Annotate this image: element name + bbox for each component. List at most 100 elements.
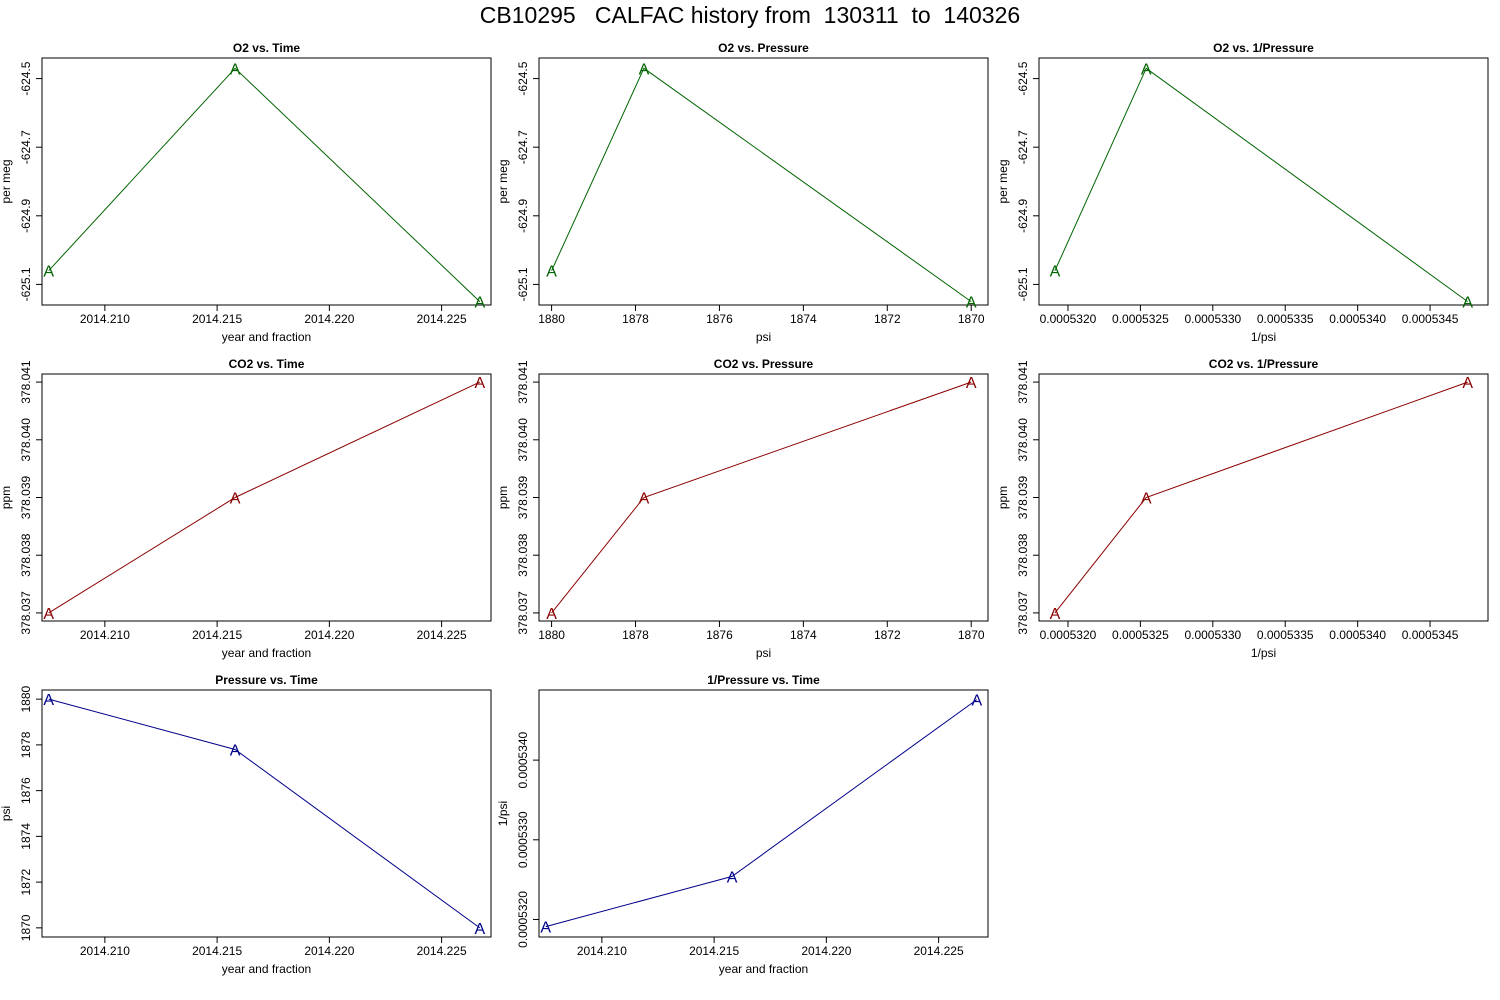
- panel-3-series-line: [1054, 67, 1468, 303]
- panel-3-ytick-label: -624.7: [1016, 130, 1030, 164]
- panel-4-ytick-label: 378.038: [19, 533, 33, 577]
- panel-6-title: CO2 vs. 1/Pressure: [1209, 357, 1319, 371]
- panel-5: CO2 vs. Pressure 1880 1878 1876 1874 1872 1870…: [496, 357, 989, 660]
- panel-1-ytick-label: -625.1: [19, 267, 33, 301]
- panel-1-title: O2 vs. Time: [233, 41, 300, 55]
- panel-3-xtick-label: 0.0005340: [1329, 312, 1386, 326]
- panel-7-ytick-label: 1870: [19, 914, 33, 941]
- panel-7-point-marker: A: [43, 692, 54, 709]
- panel-3-ytick-label: -624.5: [1016, 61, 1030, 95]
- panel-7-point-marker: A: [230, 742, 241, 759]
- panel-3-point-marker: A: [1050, 264, 1061, 281]
- panel-1-frame: [41, 57, 492, 306]
- panel-5-ytick-label: 378.041: [516, 360, 530, 404]
- panel-5-xtick-label: 1880: [538, 628, 565, 642]
- panel-1: O2 vs. Time 2014.210 2014.215 2014.220 2014.…: [0, 41, 492, 344]
- panel-2-frame: [538, 57, 989, 306]
- panel-6-point-marker: A: [1050, 606, 1061, 623]
- panel-6: CO2 vs. 1/Pressure 0.0005320 0.0005325 0.00…: [996, 357, 1489, 660]
- panel-5-ytick-label: 378.038: [516, 533, 530, 577]
- panel-7: Pressure vs. Time 2014.210 2014.215 2014.22…: [0, 673, 492, 976]
- panel-6-ytick-label: 378.038: [1016, 533, 1030, 577]
- panel-5-xtick-label: 1872: [874, 628, 901, 642]
- panel-3-ylabel: per meg: [996, 159, 1010, 203]
- panel-8-ytick-label: 0.0005320: [516, 891, 530, 948]
- panel-1-point-marker: A: [474, 295, 485, 312]
- panel-6-ytick-label: 378.041: [1016, 360, 1030, 404]
- panel-2-ytick-label: -624.7: [516, 130, 530, 164]
- panel-7-point-marker: A: [474, 921, 485, 938]
- panel-3-frame: [1038, 57, 1489, 306]
- panel-6-point-marker: A: [1141, 491, 1152, 508]
- panel-4-point-marker: A: [230, 491, 241, 508]
- panel-5-xlabel: psi: [756, 646, 771, 660]
- panel-7-ytick-label: 1880: [19, 685, 33, 712]
- panel-1-point-marker: A: [43, 264, 54, 281]
- panel-1-xtick-label: 2014.225: [417, 312, 467, 326]
- panel-3-xlabel: 1/psi: [1251, 330, 1276, 344]
- panel-5-xtick-label: 1878: [622, 628, 649, 642]
- panel-7-ytick-label: 1876: [19, 777, 33, 804]
- panel-2-xtick-label: 1874: [790, 312, 817, 326]
- panel-7-title: Pressure vs. Time: [215, 673, 318, 687]
- panel-7-ytick-label: 1872: [19, 868, 33, 895]
- panel-6-ytick-label: 378.040: [1016, 418, 1030, 462]
- panel-8-xtick-label: 2014.225: [914, 944, 964, 958]
- panel-4-ylabel: ppm: [0, 486, 13, 509]
- panel-4-series-line: [48, 381, 481, 614]
- panel-3-title: O2 vs. 1/Pressure: [1213, 41, 1314, 55]
- panel-5-xtick-label: 1876: [706, 628, 733, 642]
- panel-6-xtick-label: 0.0005330: [1184, 628, 1241, 642]
- panel-2-point-marker: A: [546, 264, 557, 281]
- panel-6-xlabel: 1/psi: [1251, 646, 1276, 660]
- panel-7-xtick-label: 2014.215: [192, 944, 242, 958]
- panel-3: O2 vs. 1/Pressure 0.0005320 0.0005325 0.000…: [996, 41, 1489, 344]
- panel-5-xtick-label: 1870: [958, 628, 985, 642]
- panel-1-xtick-label: 2014.220: [304, 312, 354, 326]
- panel-1-ytick-label: -624.7: [19, 130, 33, 164]
- panel-6-xtick-label: 0.0005320: [1040, 628, 1097, 642]
- panel-3-xtick-label: 0.0005325: [1112, 312, 1169, 326]
- panel-2-ylabel: per meg: [496, 159, 510, 203]
- panel-2-xlabel: psi: [756, 330, 771, 344]
- panel-5-ytick-label: 378.037: [516, 591, 530, 635]
- panel-7-xlabel: year and fraction: [222, 962, 311, 976]
- panel-6-xtick-label: 0.0005340: [1329, 628, 1386, 642]
- panel-7-xtick-label: 2014.225: [417, 944, 467, 958]
- panel-8-ytick-label: 0.0005340: [516, 731, 530, 788]
- panel-8-ylabel: 1/psi: [496, 801, 510, 826]
- figure-title: CB10295 CALFAC history from 130311 to 14…: [479, 2, 1021, 28]
- panel-2-xtick-label: 1876: [706, 312, 733, 326]
- panel-4-ytick-label: 378.037: [19, 591, 33, 635]
- panel-3-point-marker: A: [1141, 61, 1152, 78]
- panel-2-series-line: [551, 67, 972, 303]
- panel-2-ytick-label: -624.9: [516, 198, 530, 232]
- panel-7-ytick-label: 1874: [19, 823, 33, 850]
- panel-4-xlabel: year and fraction: [222, 646, 311, 660]
- panel-2-xtick-label: 1872: [874, 312, 901, 326]
- panel-2-xtick-label: 1880: [538, 312, 565, 326]
- panel-6-xtick-label: 0.0005335: [1257, 628, 1314, 642]
- panel-5-ytick-label: 378.040: [516, 418, 530, 462]
- panel-5-point-marker: A: [639, 491, 650, 508]
- panel-6-ytick-label: 378.039: [1016, 475, 1030, 519]
- panel-4-title: CO2 vs. Time: [229, 357, 305, 371]
- panel-8-ytick-label: 0.0005330: [516, 811, 530, 868]
- panel-5-ytick-label: 378.039: [516, 475, 530, 519]
- panel-4-ytick-label: 378.041: [19, 360, 33, 404]
- panel-4-ytick-label: 378.039: [19, 475, 33, 519]
- panel-4-xtick-label: 2014.210: [80, 628, 130, 642]
- panel-1-ylabel: per meg: [0, 159, 13, 203]
- panel-3-xtick-label: 0.0005345: [1402, 312, 1459, 326]
- panel-3-xtick-label: 0.0005330: [1184, 312, 1241, 326]
- panel-5-series-line: [551, 381, 972, 614]
- panel-1-series-line: [48, 67, 481, 302]
- panel-5-ylabel: ppm: [496, 486, 510, 509]
- panel-5-xtick-label: 1874: [790, 628, 817, 642]
- panel-6-point-marker: A: [1462, 375, 1473, 392]
- panel-8-xtick-label: 2014.220: [801, 944, 851, 958]
- panel-8-xtick-label: 2014.215: [689, 944, 739, 958]
- panel-3-point-marker: A: [1462, 295, 1473, 312]
- panel-3-xtick-label: 0.0005335: [1257, 312, 1314, 326]
- panel-2-ytick-label: -624.5: [516, 61, 530, 95]
